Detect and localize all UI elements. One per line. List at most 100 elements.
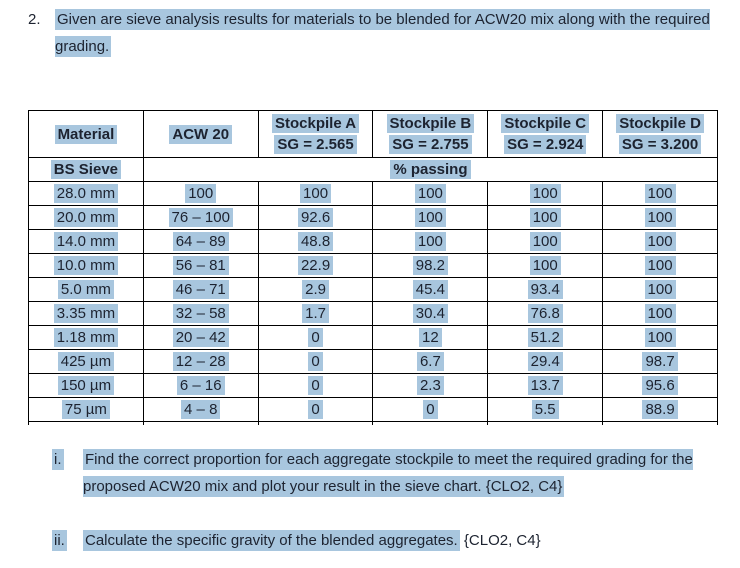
stockpile-a-value-cell: 0	[257, 325, 374, 350]
stockpile-a-value-cell: 0	[257, 397, 374, 422]
table-row-28mm: 28.0 mm 100 100 100 100 100	[28, 181, 718, 206]
stockpile-c-value-cell: 93.4	[487, 277, 604, 302]
stockpile-b-name: Stockpile B	[386, 114, 475, 133]
subquestion-ii-highlight: Calculate the specific gravity of the bl…	[83, 530, 460, 551]
stockpile-b-value-cell: 12	[372, 325, 489, 350]
table-row-75um: 75 µm 4 – 8 0 0 5.5 88.9	[28, 397, 718, 422]
table-row-1_18mm: 1.18 mm 20 – 42 0 12 51.2 100	[28, 325, 718, 350]
acw20-spec-cell: 4 – 8	[142, 397, 259, 422]
subquestion-i-text: Find the correct proportion for each agg…	[83, 446, 714, 500]
stockpile-d-value-cell: 100	[602, 181, 718, 206]
stockpile-c-value-cell: 100	[487, 181, 604, 206]
acw20-spec-cell: 100	[142, 181, 259, 206]
stockpile-d-value-cell: 100	[602, 325, 718, 350]
stockpile-b-value-cell: 30.4	[372, 301, 489, 326]
subquestion-i-paragraph: i. Find the correct proportion for each …	[52, 446, 714, 500]
sieve-size-cell: 1.18 mm	[28, 325, 144, 350]
stockpile-d-header-cell: Stockpile D SG = 3.200	[602, 110, 718, 158]
stockpile-b-header-cell: Stockpile B SG = 2.755	[372, 110, 489, 158]
stockpile-d-value-cell: 88.9	[602, 397, 718, 422]
subquestion-ii-marker: ii.	[52, 530, 67, 551]
material-label: Material	[54, 124, 118, 144]
sieve-size-cell: 3.35 mm	[28, 301, 144, 326]
sieve-size-cell: 10.0 mm	[28, 253, 144, 278]
stockpile-b-value-cell: 2.3	[372, 373, 489, 398]
stockpile-a-sg: SG = 2.565	[274, 135, 357, 154]
acw20-spec-cell: 56 – 81	[142, 253, 259, 278]
table-row-3_35mm: 3.35 mm 32 – 58 1.7 30.4 76.8 100	[28, 301, 718, 326]
acw20-spec-cell: 64 – 89	[142, 229, 259, 254]
stockpile-d-value-cell: 100	[602, 277, 718, 302]
stockpile-c-sg: SG = 2.924	[504, 135, 587, 154]
stockpile-b-value-cell: 100	[372, 229, 489, 254]
sieve-size-cell: 5.0 mm	[28, 277, 144, 302]
stockpile-a-value-cell: 2.9	[257, 277, 374, 302]
table-row-20mm: 20.0 mm 76 – 100 92.6 100 100 100	[28, 205, 718, 230]
stockpile-a-name: Stockpile A	[272, 114, 360, 133]
acw20-spec-cell: 12 – 28	[142, 349, 259, 374]
stockpile-d-name: Stockpile D	[616, 114, 704, 133]
table-row-425um: 425 µm 12 – 28 0 6.7 29.4 98.7	[28, 349, 718, 374]
bs-sieve-cell: BS Sieve	[28, 157, 144, 182]
stockpile-d-value-cell: 100	[602, 253, 718, 278]
stockpile-a-value-cell: 1.7	[257, 301, 374, 326]
acw20-header-cell: ACW 20	[142, 110, 259, 158]
stockpile-c-value-cell: 13.7	[487, 373, 604, 398]
stockpile-d-value-cell: 100	[602, 301, 718, 326]
table-row-150um: 150 µm 6 – 16 0 2.3 13.7 95.6	[28, 373, 718, 398]
table-cropped-row	[28, 421, 718, 425]
stockpile-c-value-cell: 5.5	[487, 397, 604, 422]
subquestion-i-highlight: Find the correct proportion for each agg…	[83, 449, 693, 497]
acw20-spec-cell: 6 – 16	[142, 373, 259, 398]
acw20-spec-cell: 32 – 58	[142, 301, 259, 326]
sieve-size-cell: 425 µm	[28, 349, 144, 374]
stockpile-a-value-cell: 100	[257, 181, 374, 206]
stockpile-b-value-cell: 98.2	[372, 253, 489, 278]
table-row-5mm: 5.0 mm 46 – 71 2.9 45.4 93.4 100	[28, 277, 718, 302]
subquestion-i-marker: i.	[52, 449, 64, 470]
stockpile-c-value-cell: 100	[487, 205, 604, 230]
table-row-14mm: 14.0 mm 64 – 89 48.8 100 100 100	[28, 229, 718, 254]
sieve-size-cell: 14.0 mm	[28, 229, 144, 254]
stockpile-a-value-cell: 92.6	[257, 205, 374, 230]
stockpile-d-sg: SG = 3.200	[618, 135, 702, 154]
acw20-spec-cell: 46 – 71	[142, 277, 259, 302]
acw20-spec-cell: 76 – 100	[142, 205, 259, 230]
bs-sieve-label: BS Sieve	[50, 160, 122, 179]
stockpile-b-value-cell: 100	[372, 205, 489, 230]
sieve-analysis-table: Material ACW 20 Stockpile A SG = 2.565 S…	[28, 110, 719, 425]
acw20-label: ACW 20	[169, 124, 233, 144]
stockpile-d-value-cell: 95.6	[602, 373, 718, 398]
stockpile-a-header-cell: Stockpile A SG = 2.565	[257, 110, 374, 158]
acw20-spec-cell: 20 – 42	[142, 325, 259, 350]
sieve-size-cell: 150 µm	[28, 373, 144, 398]
percent-passing-cell: % passing	[142, 157, 719, 182]
subquestion-ii-paragraph: ii. Calculate the specific gravity of th…	[52, 527, 714, 554]
stockpile-c-value-cell: 51.2	[487, 325, 604, 350]
stockpile-a-value-cell: 22.9	[257, 253, 374, 278]
stockpile-c-name: Stockpile C	[501, 114, 590, 133]
stockpile-d-value-cell: 100	[602, 229, 718, 254]
material-header-cell: Material	[28, 110, 144, 158]
stockpile-b-value-cell: 6.7	[372, 349, 489, 374]
subquestion-ii-text: Calculate the specific gravity of the bl…	[83, 527, 714, 554]
percent-passing-label: % passing	[390, 160, 471, 179]
stockpile-a-value-cell: 48.8	[257, 229, 374, 254]
question-text: Given are sieve analysis results for mat…	[55, 6, 712, 60]
stockpile-b-sg: SG = 2.755	[389, 135, 472, 154]
stockpile-c-header-cell: Stockpile C SG = 2.924	[487, 110, 604, 158]
stockpile-b-value-cell: 100	[372, 181, 489, 206]
sieve-size-cell: 28.0 mm	[28, 181, 144, 206]
question-2-paragraph: 2. Given are sieve analysis results for …	[28, 6, 712, 60]
stockpile-b-value-cell: 0	[372, 397, 489, 422]
sieve-size-cell: 20.0 mm	[28, 205, 144, 230]
table-header-row: Material ACW 20 Stockpile A SG = 2.565 S…	[28, 110, 718, 158]
table-row-10mm: 10.0 mm 56 – 81 22.9 98.2 100 100	[28, 253, 718, 278]
stockpile-a-value-cell: 0	[257, 349, 374, 374]
stockpile-c-value-cell: 100	[487, 229, 604, 254]
bs-sieve-row: BS Sieve % passing	[28, 157, 719, 182]
stockpile-c-value-cell: 29.4	[487, 349, 604, 374]
stockpile-c-value-cell: 76.8	[487, 301, 604, 326]
subquestion-ii-plain: {CLO2, C4}	[459, 532, 541, 549]
